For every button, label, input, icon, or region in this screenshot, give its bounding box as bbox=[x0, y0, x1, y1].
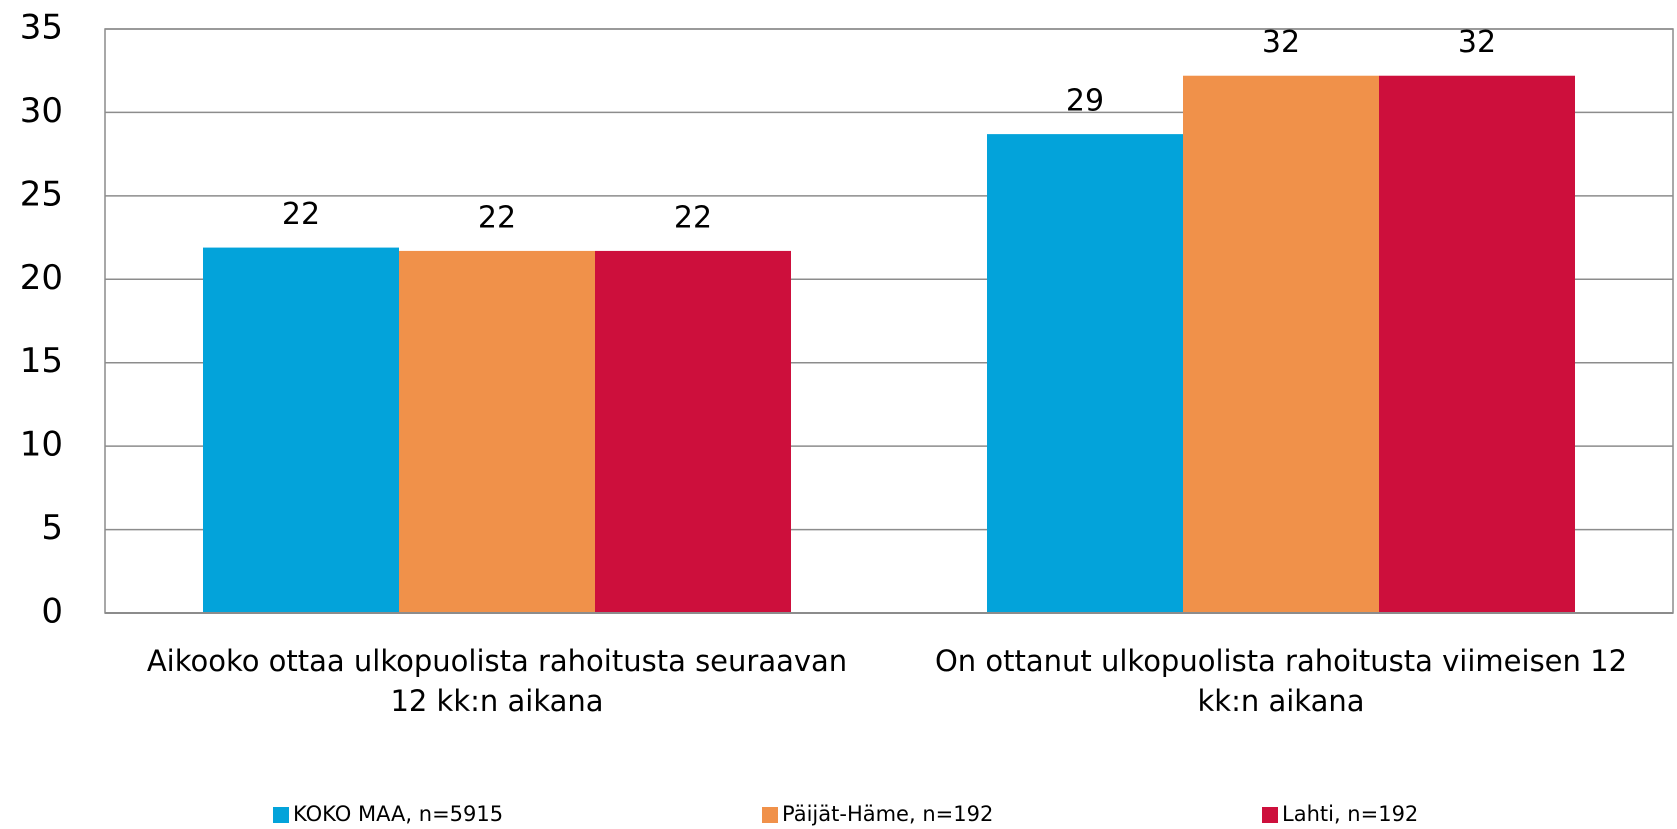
y-tick-label: 20 bbox=[20, 258, 63, 298]
value-label: 22 bbox=[478, 200, 516, 235]
x-tick-label: Aikooko ottaa ulkopuolista rahoitusta se… bbox=[146, 644, 848, 718]
bar bbox=[987, 134, 1183, 613]
y-tick-label: 35 bbox=[20, 8, 63, 48]
legend-swatch bbox=[273, 807, 289, 823]
value-label: 32 bbox=[1262, 25, 1300, 60]
y-tick-label: 30 bbox=[20, 91, 63, 131]
y-tick-label: 15 bbox=[20, 341, 63, 381]
value-label: 29 bbox=[1066, 84, 1104, 119]
bar bbox=[1379, 75, 1575, 614]
x-tick-label: On ottanut ulkopuolista rahoitusta viime… bbox=[934, 644, 1628, 718]
bar bbox=[203, 247, 399, 613]
y-tick-label: 5 bbox=[41, 508, 63, 548]
legend-label: Lahti, n=192 bbox=[1282, 802, 1418, 826]
bar bbox=[399, 250, 595, 614]
value-label: 32 bbox=[1458, 25, 1496, 60]
value-label: 22 bbox=[282, 197, 320, 232]
bar bbox=[1183, 75, 1379, 614]
legend-swatch bbox=[762, 807, 778, 823]
value-label: 22 bbox=[674, 200, 712, 235]
y-tick-label: 10 bbox=[20, 425, 63, 465]
legend-label: Päijät-Häme, n=192 bbox=[782, 802, 993, 826]
legend-swatch bbox=[1262, 807, 1278, 823]
bar bbox=[595, 250, 791, 614]
y-tick-label: 25 bbox=[20, 174, 63, 214]
y-tick-label: 0 bbox=[41, 592, 63, 632]
legend-label: KOKO MAA, n=5915 bbox=[293, 802, 503, 826]
